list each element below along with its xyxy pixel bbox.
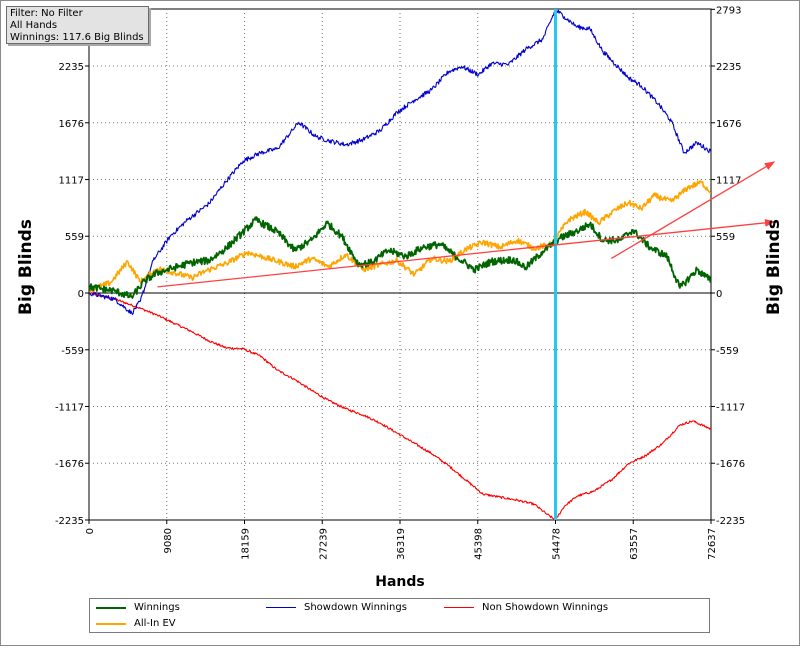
y-tick-label-left: -559 <box>61 346 84 357</box>
y-tick-label-right: -1676 <box>716 459 745 470</box>
y-tick-label-right: 0 <box>716 289 722 300</box>
trend-line <box>611 161 776 260</box>
y-tick-label-left: 1117 <box>59 176 84 187</box>
series-line-showdown-winnings <box>89 9 711 316</box>
y-tick-label-right: 2793 <box>716 5 741 16</box>
legend-label-non-showdown: Non Showdown Winnings <box>482 602 609 613</box>
series-line-winnings <box>89 216 711 299</box>
y-tick-label-left: -1676 <box>55 459 84 470</box>
y-tick-label-right: -1117 <box>716 402 745 413</box>
y-tick-label-left: 2235 <box>59 62 84 73</box>
legend-label-showdown: Showdown Winnings <box>304 602 407 613</box>
y-tick-label-right: 559 <box>716 232 735 243</box>
y-tick-label-left: -1117 <box>55 402 84 413</box>
x-tick-label: 27239 <box>318 528 329 560</box>
y-tick-label-left: 0 <box>78 289 84 300</box>
series-line-non-showdown-winnings <box>89 292 711 520</box>
winnings-label: Winnings: 117.6 Big Blinds <box>10 32 144 43</box>
legend-label-all-in-ev: All-In EV <box>134 618 176 629</box>
trend-line <box>157 218 776 288</box>
x-tick-label: 72637 <box>707 528 718 560</box>
x-tick-label: 36319 <box>396 528 407 560</box>
y-tick-label-right: -2235 <box>716 516 745 527</box>
x-tick-label: 0 <box>85 528 96 534</box>
x-tick-label: 18159 <box>240 528 251 560</box>
y-tick-label-right: 1676 <box>716 119 741 130</box>
legend-label-winnings: Winnings <box>134 602 180 613</box>
legend-swatch-showdown <box>266 607 296 608</box>
legend-item-all-in-ev: All-In EV <box>96 618 176 629</box>
y-tick-label-left: -2235 <box>55 516 84 527</box>
legend-swatch-winnings <box>96 606 126 609</box>
y-axis-title-left: Big Blinds <box>16 219 36 315</box>
x-axis-title: Hands <box>375 574 425 590</box>
series-line-all-in-ev <box>89 180 711 293</box>
x-tick-label: 9080 <box>163 528 174 553</box>
legend-swatch-all-in-ev <box>96 622 126 625</box>
x-tick-label: 45398 <box>474 528 485 560</box>
legend-item-non-showdown: Non Showdown Winnings <box>444 602 608 613</box>
y-tick-label-right: -559 <box>716 346 739 357</box>
hands-label: All Hands <box>10 20 58 31</box>
legend: Winnings All-In EV Showdown Winnings Non… <box>89 598 710 633</box>
y-tick-label-left: 1676 <box>59 119 84 130</box>
legend-item-winnings: Winnings <box>96 602 180 613</box>
legend-swatch-non-showdown <box>444 607 474 608</box>
y-axis-title-right: Big Blinds <box>764 219 784 315</box>
x-tick-label: 54478 <box>552 528 563 560</box>
legend-item-showdown: Showdown Winnings <box>266 602 407 613</box>
y-tick-label-right: 1117 <box>716 176 741 187</box>
filter-label: Filter: No Filter <box>10 8 83 19</box>
x-tick-label: 63557 <box>629 528 640 560</box>
y-tick-label-right: 2235 <box>716 62 741 73</box>
y-tick-label-left: 559 <box>65 232 84 243</box>
filter-info-box: Filter: No Filter All Hands Winnings: 11… <box>6 6 149 44</box>
